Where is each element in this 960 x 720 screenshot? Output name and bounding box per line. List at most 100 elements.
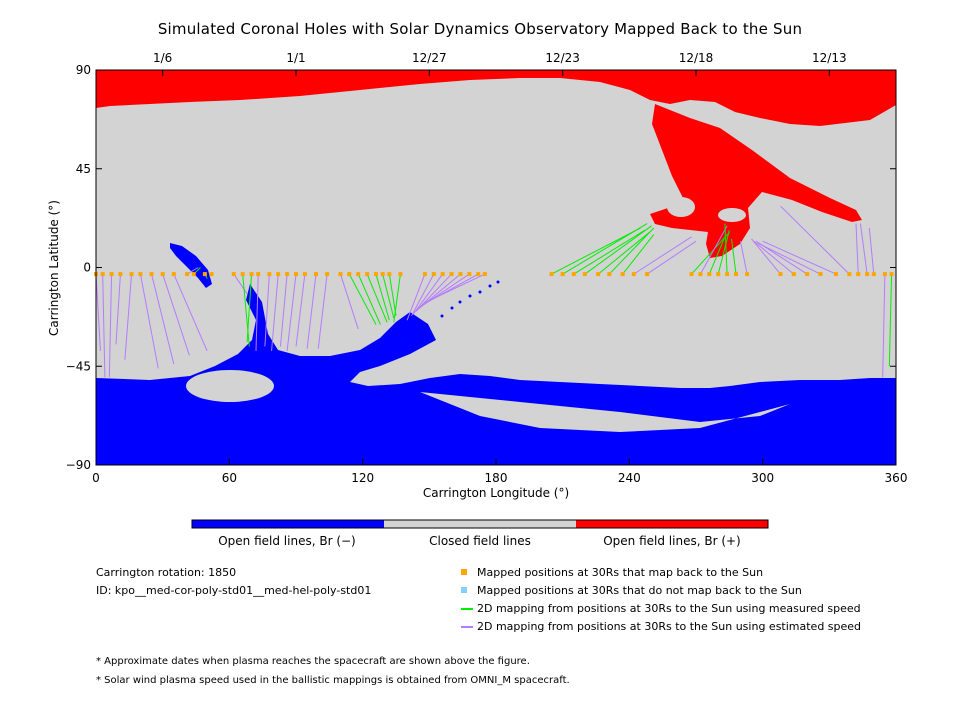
- mapping-line-estimated: [739, 241, 748, 275]
- mapping-line-estimated: [115, 274, 121, 345]
- mapped-point: [118, 272, 123, 277]
- mapped-point: [716, 272, 721, 277]
- mapped-point: [338, 272, 343, 277]
- mapped-point: [865, 272, 870, 277]
- mapping-line-estimated: [411, 273, 435, 317]
- mapped-point: [398, 272, 403, 277]
- legend-estimated: 2D mapping from positions at 30Rs to the…: [461, 620, 861, 633]
- x-tick-label: 180: [485, 471, 508, 485]
- carrington-rotation: Carrington rotation: 1850: [96, 566, 237, 579]
- north-open-region: [96, 70, 896, 126]
- mapped-point: [596, 272, 601, 277]
- mapping-line-measured: [375, 273, 390, 321]
- north-open-extension: [650, 104, 862, 258]
- mapping-line-estimated: [233, 273, 248, 295]
- mapped-point: [256, 272, 261, 277]
- mapping-line-estimated: [95, 274, 101, 351]
- chart-title: Simulated Coronal Holes with Solar Dynam…: [157, 20, 803, 38]
- mapped-point: [734, 272, 738, 277]
- mapping-line-estimated: [415, 273, 452, 312]
- mapped-point: [778, 272, 783, 277]
- mapped-point: [698, 272, 703, 277]
- mapping-line-estimated: [406, 273, 426, 321]
- mapped-point: [707, 272, 712, 277]
- mapped-point: [805, 272, 810, 277]
- mapped-point: [889, 272, 894, 277]
- mapped-point: [202, 272, 207, 277]
- mapped-point: [100, 272, 105, 277]
- mapping-line-estimated: [286, 274, 297, 351]
- mapping-line-measured: [691, 232, 730, 275]
- mapped-point: [631, 272, 636, 277]
- mapped-point: [620, 272, 625, 277]
- mapped-point: [109, 272, 114, 277]
- y-axis-title: Carrington Latitude (°): [47, 200, 61, 336]
- mapping-line-measured: [731, 238, 737, 275]
- model-id: ID: kpo__med-cor-poly-std01__med-hel-pol…: [96, 584, 372, 597]
- mapping-line-measured: [622, 234, 655, 275]
- colorbar-frame: [191, 519, 769, 529]
- date-tick-label: 12/13: [812, 51, 847, 65]
- mapping-line-estimated: [306, 274, 317, 349]
- orange-square-icon: [461, 569, 467, 575]
- mapped-point: [645, 272, 650, 277]
- mapped-point: [149, 272, 154, 277]
- mapped-point: [818, 272, 823, 277]
- mapping-line-estimated: [646, 240, 697, 275]
- colorbar-label-closed: Closed field lines: [429, 534, 531, 548]
- date-tick-label: 12/27: [412, 51, 447, 65]
- mapped-point: [607, 272, 612, 277]
- mapping-line-measured: [246, 274, 253, 343]
- mapping-line-estimated: [264, 274, 270, 347]
- mapping-line-measured: [382, 273, 395, 319]
- x-tick-label: 0: [92, 471, 100, 485]
- mapping-line-estimated: [633, 236, 692, 275]
- mapping-line-measured: [388, 274, 397, 316]
- legend-mapped-back: Mapped positions at 30Rs that map back t…: [461, 566, 763, 579]
- mapping-line-estimated: [295, 274, 306, 347]
- mapped-point: [171, 272, 176, 277]
- mapped-point: [422, 272, 427, 277]
- x-axis-title: Carrington Longitude (°): [423, 486, 569, 500]
- mapped-point: [791, 272, 796, 277]
- mapped-point: [745, 272, 750, 277]
- mapped-point: [482, 272, 487, 277]
- mapping-line-estimated: [758, 242, 821, 275]
- mapped-points: [94, 272, 894, 277]
- x-tick-label: 120: [351, 471, 374, 485]
- y-tick-label: −45: [66, 359, 91, 373]
- mapping-line-estimated: [780, 205, 850, 275]
- mapped-point: [129, 272, 134, 277]
- mapped-point: [856, 272, 861, 277]
- lightblue-square-icon: [461, 587, 467, 593]
- mapped-point: [449, 272, 454, 277]
- mapping-line-estimated: [762, 240, 837, 275]
- colorbar-label-positive: Open field lines, Br (+): [603, 534, 741, 548]
- mapped-point: [431, 272, 436, 277]
- mapped-point: [294, 272, 298, 277]
- mapped-point: [380, 272, 385, 277]
- mapped-point: [347, 272, 352, 277]
- south-open-region: [96, 284, 896, 465]
- mapped-point: [314, 272, 318, 277]
- mapping-line-estimated: [700, 225, 728, 275]
- mapped-point: [467, 272, 472, 277]
- mapped-point: [160, 272, 165, 277]
- mapped-point: [209, 272, 214, 277]
- mapped-point: [191, 272, 196, 277]
- mapped-point: [834, 272, 838, 277]
- mapping-line-measured: [608, 227, 655, 275]
- footnote-speed: * Solar wind plasma speed used in the ba…: [96, 675, 570, 686]
- mapping-line-measured: [888, 274, 893, 367]
- mapped-point: [725, 272, 730, 277]
- mapping-line-estimated: [855, 223, 859, 275]
- colorbar-label-negative: Open field lines, Br (−): [218, 534, 356, 548]
- mapping-line-estimated: [255, 274, 259, 351]
- mapped-point: [387, 272, 392, 277]
- mapped-point: [847, 272, 852, 277]
- mapping-line-estimated: [139, 273, 159, 369]
- mapped-point: [325, 272, 330, 277]
- mapped-point: [582, 272, 587, 277]
- y-tick-label: 90: [76, 63, 91, 77]
- y-tick-label: −90: [66, 458, 91, 472]
